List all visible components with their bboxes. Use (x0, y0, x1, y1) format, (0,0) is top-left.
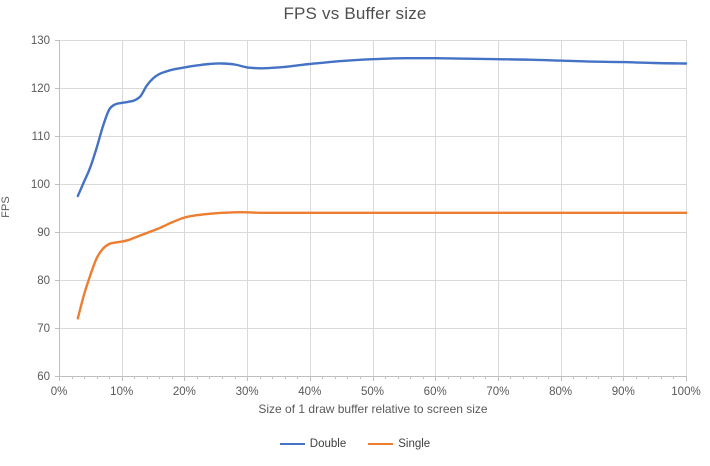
y-tick-label: 80 (37, 275, 50, 287)
double-series-line (76, 56, 688, 198)
double-series-line-swatch-icon (279, 443, 305, 445)
x-tick-label: 80% (549, 386, 572, 398)
x-tick-label: 100% (671, 386, 700, 398)
y-tick-label: 130 (31, 35, 50, 47)
y-tick-label: 60 (37, 371, 50, 383)
x-tick-label: 70% (486, 386, 509, 398)
y-axis-title: FPS (0, 196, 12, 218)
chart-title: FPS vs Buffer size (283, 4, 427, 23)
x-axis-title: Size of 1 draw buffer relative to screen… (258, 402, 488, 416)
legend-label-double: Double (309, 438, 347, 450)
legend-item-double: Double (279, 438, 347, 450)
x-tick-label: 50% (361, 386, 384, 398)
legend-item-single: Single (368, 438, 430, 450)
x-tick-label: 90% (612, 386, 635, 398)
gridlines (59, 40, 687, 377)
y-tick-label: 110 (32, 131, 50, 143)
x-tick-label: 0% (51, 386, 68, 398)
x-tick-label: 30% (236, 386, 259, 398)
x-tick-label: 40% (298, 386, 321, 398)
x-tick-label: 20% (173, 386, 196, 398)
y-tick-label: 100 (31, 179, 50, 191)
y-tick-label: 120 (31, 83, 50, 95)
axes (55, 40, 687, 381)
legend: Double Single (0, 438, 710, 450)
legend-label-single: Single (398, 438, 431, 450)
x-tick-label: 60% (424, 386, 447, 398)
single-series-line (76, 211, 688, 320)
y-tick-label: 90 (37, 227, 50, 239)
x-tick-label: 10% (110, 386, 133, 398)
y-tick-labels: 60 70 80 90 100 110 120 130 (31, 35, 50, 383)
x-tick-labels: 0% 10% 20% 30% 40% 50% 60% 70% 80% 90% 100% (51, 386, 701, 398)
y-tick-label: 70 (37, 323, 50, 335)
single-series-line-swatch-icon (368, 443, 394, 445)
